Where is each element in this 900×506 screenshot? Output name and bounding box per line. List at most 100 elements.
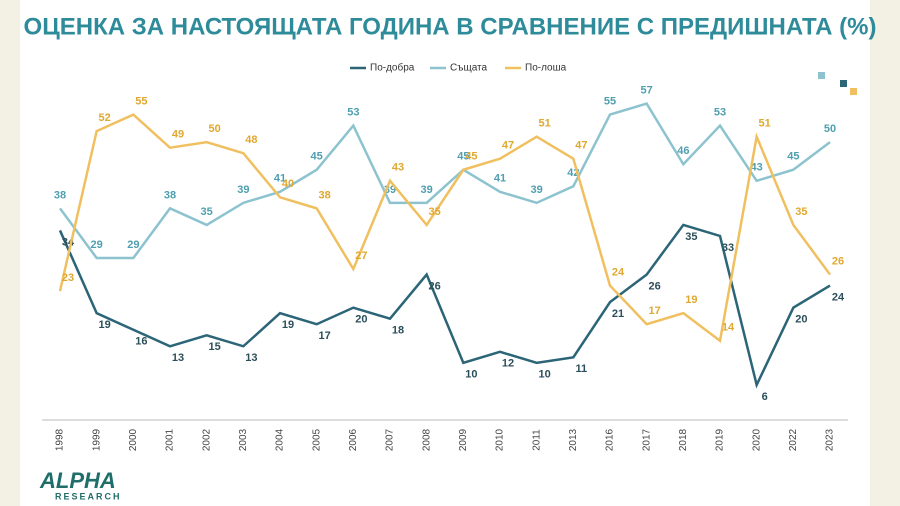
data-label: 43	[751, 162, 763, 174]
data-label: 14	[722, 322, 735, 334]
x-tick-label: 2006	[348, 428, 359, 451]
x-tick-label: 2020	[751, 428, 762, 451]
data-label: 33	[722, 242, 734, 254]
data-label: 39	[237, 184, 249, 196]
data-label: 27	[355, 250, 367, 262]
data-label: 29	[91, 239, 103, 251]
data-label: 40	[282, 178, 294, 190]
data-label: 13	[245, 352, 257, 364]
data-label: 10	[539, 369, 551, 381]
x-tick-label: 2001	[165, 428, 176, 451]
data-label: 51	[539, 118, 551, 130]
data-label: 48	[245, 134, 257, 146]
x-tick-label: 2009	[458, 428, 469, 451]
x-tick-label: 2002	[201, 428, 212, 451]
data-label: 53	[347, 107, 359, 119]
data-label: 41	[274, 173, 286, 185]
x-tick-label: 2023	[825, 428, 836, 451]
data-label: 57	[641, 84, 653, 96]
data-label: 39	[531, 184, 543, 196]
data-label: 47	[575, 140, 587, 152]
data-label: 18	[392, 325, 404, 337]
data-label: 55	[135, 95, 147, 107]
data-label: 19	[99, 319, 111, 331]
x-tick-label: 2018	[678, 428, 689, 451]
data-label: 49	[172, 129, 184, 141]
deco	[840, 80, 847, 87]
data-label: 53	[714, 107, 726, 119]
data-label: 26	[649, 280, 661, 292]
data-label: 24	[832, 292, 845, 304]
x-tick-label: 2003	[238, 428, 249, 451]
data-label: 19	[282, 319, 294, 331]
data-label: 20	[795, 314, 807, 326]
data-label: 45	[465, 151, 477, 163]
x-tick-label: 2019	[715, 428, 726, 451]
data-label: 45	[311, 151, 323, 163]
data-label: 38	[54, 189, 66, 201]
series-line	[58, 102, 831, 260]
x-tick-label: 2005	[311, 428, 322, 451]
data-label: 23	[62, 272, 74, 284]
x-tick-label: 2010	[495, 428, 506, 451]
data-label: 47	[502, 140, 514, 152]
data-label: 12	[502, 358, 514, 370]
data-label: 39	[421, 184, 433, 196]
x-tick-label: 2016	[605, 428, 616, 451]
legend-label: Същата	[450, 63, 488, 74]
data-label: 35	[201, 206, 213, 218]
data-label: 35	[685, 231, 697, 243]
data-label: 21	[612, 308, 624, 320]
x-tick-label: 2000	[128, 428, 139, 451]
data-label: 38	[319, 189, 331, 201]
data-label: 6	[762, 391, 768, 403]
x-tick-label: 2013	[568, 428, 579, 451]
data-label: 19	[685, 294, 697, 306]
data-label: 51	[759, 118, 771, 130]
x-tick-label: 2011	[531, 429, 542, 451]
data-label: 13	[172, 352, 184, 364]
deco	[850, 88, 857, 95]
data-label: 38	[164, 189, 176, 201]
data-label: 35	[795, 206, 807, 218]
data-label: 41	[494, 173, 506, 185]
chart-title: ОЦЕНКА ЗА НАСТОЯЩАТА ГОДИНА В СРАВНЕНИЕ …	[24, 13, 877, 40]
legend-label: По-добра	[370, 62, 415, 74]
logo-name: ALPHA	[39, 468, 116, 493]
x-tick-label: 2007	[385, 428, 396, 451]
x-tick-label: 2008	[421, 428, 432, 451]
data-label: 15	[209, 341, 221, 353]
data-label: 26	[832, 255, 844, 267]
data-label: 11	[576, 363, 588, 375]
data-label: 43	[392, 162, 404, 174]
data-label: 52	[99, 112, 111, 124]
data-label: 10	[465, 369, 477, 381]
data-label: 50	[824, 123, 836, 135]
deco	[818, 72, 825, 79]
data-label: 50	[209, 123, 221, 135]
legend-label: По-лоша	[525, 63, 567, 74]
data-label: 20	[355, 314, 367, 326]
data-label: 17	[319, 330, 331, 342]
data-label: 16	[135, 336, 147, 348]
data-label: 35	[429, 206, 441, 218]
data-label: 45	[787, 151, 799, 163]
x-tick-label: 1999	[91, 428, 102, 451]
data-label: 17	[649, 305, 661, 317]
panel	[20, 0, 870, 506]
logo-sub: RESEARCH	[55, 491, 122, 501]
data-label: 29	[127, 239, 139, 251]
data-label: 55	[604, 95, 616, 107]
x-tick-label: 2017	[641, 428, 652, 451]
data-label: 45	[457, 151, 469, 163]
series-line	[58, 223, 831, 389]
x-tick-label: 2004	[275, 428, 286, 451]
x-tick-label: 1998	[55, 428, 66, 451]
x-tick-label: 2022	[788, 428, 799, 451]
data-label: 46	[677, 145, 689, 157]
series-line	[58, 113, 832, 343]
data-label: 24	[612, 267, 625, 279]
data-label: 26	[429, 280, 441, 292]
